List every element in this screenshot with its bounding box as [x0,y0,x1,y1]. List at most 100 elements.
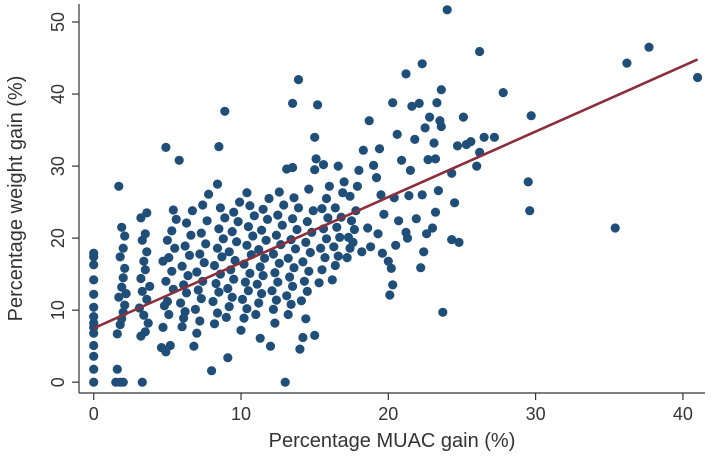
scatter-point [237,294,248,304]
scatter-point [308,206,318,216]
scatter-point [260,253,270,263]
scatter-point [227,227,237,237]
y-axis-title: Percentage weight gain (%) [5,76,27,322]
scatter-point [186,230,196,240]
scatter-point [212,243,223,253]
scatter-point [252,279,262,289]
scatter-point [330,260,340,271]
scatter-point [343,232,354,242]
scatter-point [264,193,274,204]
scatter-point [268,304,278,314]
scatter-point [427,223,438,233]
scatter-point [333,161,343,171]
scatter-point [392,129,402,139]
scatter-point [198,200,208,210]
scatter-point [299,276,309,286]
scatter-point [385,290,395,300]
scatter-point [289,263,299,273]
scatter-point [257,289,267,299]
scatter-point [644,42,654,52]
scatter-point [89,340,99,351]
scatter-point [243,222,253,232]
scatter-point [161,276,171,286]
scatter-point [121,289,131,299]
scatter-point [454,237,464,247]
scatter-point [610,223,620,233]
scatter-point [305,247,315,258]
scatter-point [293,203,304,213]
scatter-point [89,289,99,299]
scatter-point [142,294,152,304]
scatter-point [192,328,202,338]
scatter-point [438,307,448,317]
scatter-point [332,222,342,232]
scatter-point [386,263,396,273]
scatter-point [458,112,468,122]
scatter-point [195,316,205,326]
scatter-point [304,184,314,194]
scatter-point [282,291,292,301]
scatter-point [212,179,223,189]
scatter-point [320,253,330,263]
scatter-point [450,198,460,208]
scatter-point [288,214,298,224]
scatter-point [162,235,172,245]
scatter-point [223,283,233,294]
scatter-point [288,162,298,173]
scatter-point [220,213,230,223]
y-tick-label: 50 [48,12,68,32]
scatter-point [342,253,352,263]
scatter-point [195,249,205,259]
scatter-point [401,227,411,237]
scatter-point [358,145,368,155]
scatter-point [214,142,224,152]
scatter-point [209,319,220,329]
scatter-point [317,265,327,275]
scatter-point [261,235,271,245]
scatter-point [192,267,202,277]
y-axis-ticks: 0 10 20 30 40 50 [48,12,79,387]
scatter-point [143,318,153,328]
scatter-point [405,165,415,175]
scatter-point [229,207,239,217]
scatter-point [243,286,253,296]
scatter-point [117,282,127,292]
scatter-point [181,218,192,228]
scatter-point [236,325,246,335]
scatter-point [257,225,267,235]
scatter-point [196,294,206,304]
scatter-point [120,231,130,241]
scatter-point [137,286,147,296]
scatter-point [472,161,482,171]
scatter-point [423,155,433,165]
scatter-point [89,260,99,270]
x-axis-ticks: 0 10 20 30 40 [89,393,693,424]
scatter-point [208,296,218,307]
scatter-point [288,281,298,291]
scatter-point [417,190,427,200]
scatter-point [254,245,264,255]
scatter-point [388,280,398,290]
scatter-point [89,364,99,374]
scatter-point [218,234,228,244]
scatter-point [298,257,308,267]
y-tick-label: 40 [48,84,68,104]
scatter-point [442,5,452,15]
scatter-point [167,226,177,236]
scatter-point [693,72,703,83]
scatter-point [177,322,187,332]
y-tick-label: 30 [48,156,68,176]
scatter-point [293,75,304,85]
scatter-point [112,329,122,339]
scatter-points [89,5,703,387]
scatter-point [313,100,323,110]
scatter-point [314,278,324,288]
scatter-point [120,263,130,273]
scatter-point [89,318,99,328]
scatter-point [289,193,299,203]
scatter-point [466,137,476,147]
scatter-point [338,188,348,198]
scatter-point [268,249,278,259]
scatter-point [271,295,281,305]
scatter-point [302,217,312,227]
